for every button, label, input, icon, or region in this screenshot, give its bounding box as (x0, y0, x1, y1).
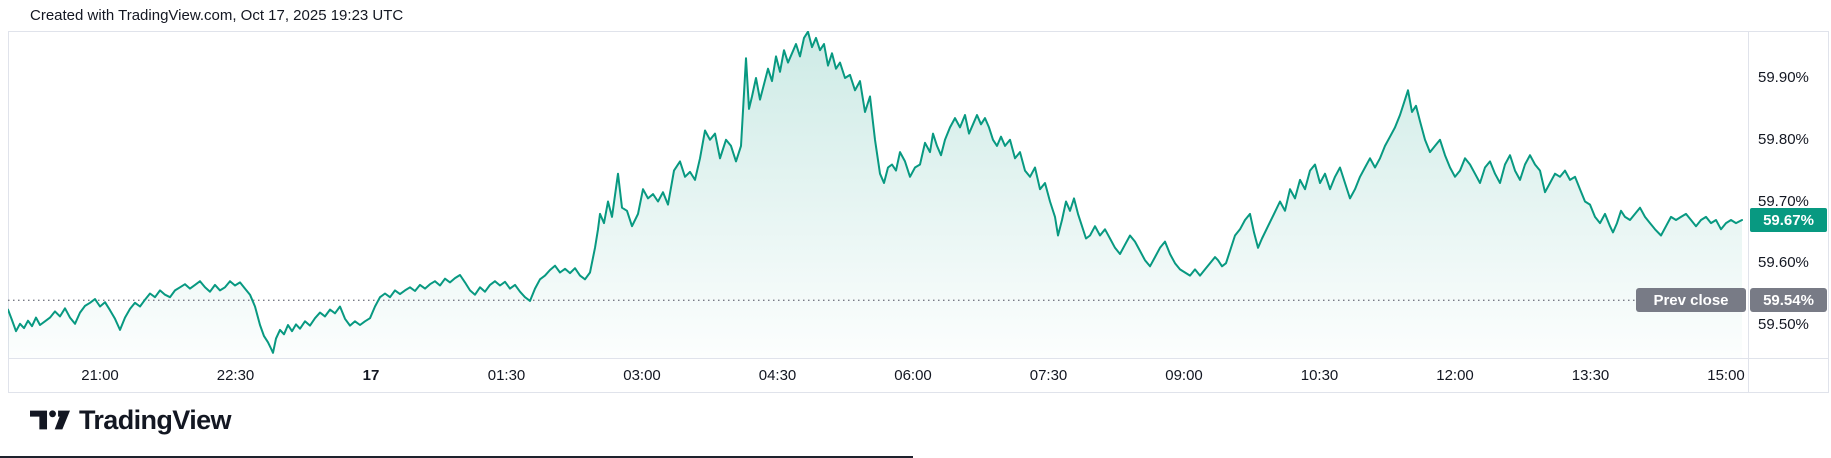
x-axis-label: 04:30 (758, 367, 797, 384)
price-axis-separator (1748, 31, 1749, 392)
prev-close-value-chip: 59.54% (1750, 288, 1827, 313)
y-axis-label: 59.50% (1758, 316, 1809, 333)
x-axis-label: 21:00 (81, 367, 119, 384)
y-axis-label: 59.70% (1758, 192, 1809, 210)
prev-close-label-chip: Prev close (1636, 288, 1746, 313)
line-series (8, 31, 1743, 354)
tradingview-logo-text: TradingView (79, 405, 232, 435)
x-axis-label: 13:30 (1571, 367, 1610, 384)
y-axis-label: 59.60% (1758, 254, 1809, 272)
time-axis-separator (8, 358, 1829, 359)
area-series-fill (8, 31, 1742, 358)
x-axis-label: 09:00 (1165, 367, 1203, 384)
x-axis-label: 17 (362, 367, 380, 384)
y-axis-label: 59.90% (1758, 69, 1809, 86)
x-axis-label: 07:30 (1029, 367, 1068, 384)
x-axis-label: 22:30 (216, 367, 255, 384)
tradingview-logo-icon (30, 410, 70, 430)
x-axis-label: 06:00 (894, 367, 932, 384)
x-axis-label: 03:00 (623, 367, 661, 384)
x-axis-label: 15:00 (1707, 367, 1745, 384)
bottom-edge-line (0, 456, 913, 458)
price-pane-svg[interactable] (8, 31, 1748, 358)
current-price-badge: 59.67% (1750, 208, 1827, 233)
tradingview-logo[interactable]: TradingView (30, 404, 232, 436)
x-axis-label: 01:30 (487, 367, 526, 384)
x-axis-label: 12:00 (1436, 367, 1474, 384)
x-axis-label: 10:30 (1300, 367, 1339, 384)
attribution-text: Created with TradingView.com, Oct 17, 20… (30, 7, 404, 24)
y-axis-label: 59.80% (1758, 130, 1809, 148)
